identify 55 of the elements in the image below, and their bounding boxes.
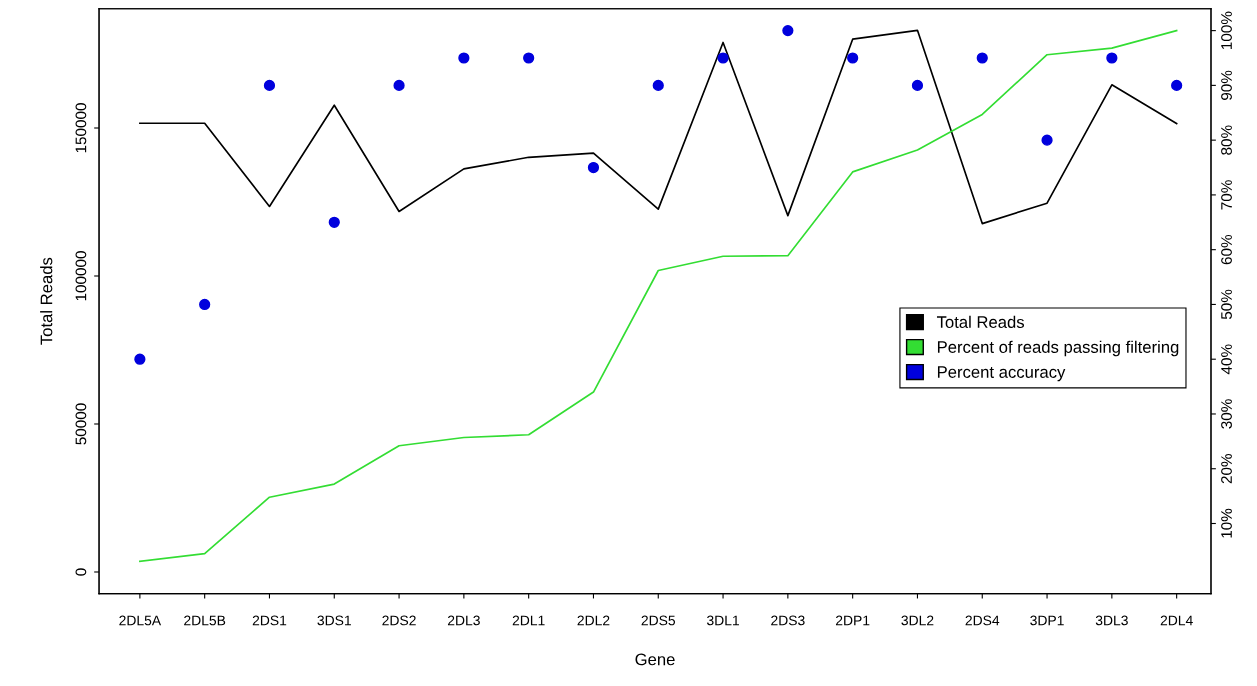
point xyxy=(847,52,859,64)
y2-tick-label: 20% xyxy=(1221,453,1232,484)
x-tick-label: 2DL1 xyxy=(512,615,545,626)
y2-tick-label: 50% xyxy=(1221,289,1232,320)
point xyxy=(1171,79,1183,91)
y2-tick-label: 100% xyxy=(1221,11,1232,49)
y2-tick-label: 60% xyxy=(1221,234,1232,265)
y2-tick-label: 90% xyxy=(1221,70,1232,100)
x-tick-label: 2DL5A xyxy=(119,615,162,626)
x-tick-label: 2DS5 xyxy=(641,615,676,626)
point xyxy=(199,298,211,311)
legend-label: Total Reads xyxy=(936,315,1025,328)
x-axis-title: Gene xyxy=(635,653,675,666)
y2-tick-label: 40% xyxy=(1221,344,1232,375)
point xyxy=(782,25,794,37)
legend-label: Percent of reads passing filtering xyxy=(937,340,1179,357)
point xyxy=(1106,52,1118,64)
x-tick-label: 2DL2 xyxy=(577,615,610,626)
point xyxy=(1041,134,1053,146)
line-series xyxy=(139,29,1178,563)
x-tick-label: 2DP1 xyxy=(835,615,870,626)
point xyxy=(911,79,924,91)
legend-label: Percent accuracy xyxy=(937,366,1066,382)
x-tick-label: 3DL2 xyxy=(901,615,934,626)
x-tick-label: 2DS2 xyxy=(382,615,416,626)
x-tick-label: 3DS1 xyxy=(317,615,351,626)
x-tick-label: 2DS3 xyxy=(771,615,805,626)
x-tick-label: 2DL3 xyxy=(447,615,480,626)
x-tick-label: 3DL3 xyxy=(1095,615,1128,626)
y-tick-label: 100000 xyxy=(75,251,87,301)
y-tick-label: 0 xyxy=(75,568,87,576)
x-tick-label: 2DS1 xyxy=(252,615,287,626)
x-tick-label: 2DS4 xyxy=(965,615,1000,626)
line-series xyxy=(139,29,1178,225)
y-tick-label: 150000 xyxy=(75,103,87,153)
y2-tick-label: 30% xyxy=(1221,399,1232,429)
y2-tick-label: 80% xyxy=(1221,125,1232,155)
point xyxy=(717,52,729,64)
y2-tick-label: 10% xyxy=(1221,508,1232,538)
x-tick-label: 3DP1 xyxy=(1030,615,1064,626)
point xyxy=(263,79,276,91)
y2-tick-label: 70% xyxy=(1221,180,1232,210)
point xyxy=(523,52,535,64)
point xyxy=(587,161,600,174)
point xyxy=(976,52,988,64)
point xyxy=(458,52,470,64)
point xyxy=(652,79,664,91)
y-tick-label: 50000 xyxy=(75,403,87,445)
point xyxy=(134,353,146,365)
x-tick-label: 3DL1 xyxy=(706,615,739,626)
point xyxy=(393,79,405,91)
x-tick-label: 2DL5B xyxy=(184,615,226,626)
point xyxy=(328,216,340,228)
x-tick-label: 2DL4 xyxy=(1160,615,1193,626)
y-axis-title: Total Reads xyxy=(40,257,53,345)
